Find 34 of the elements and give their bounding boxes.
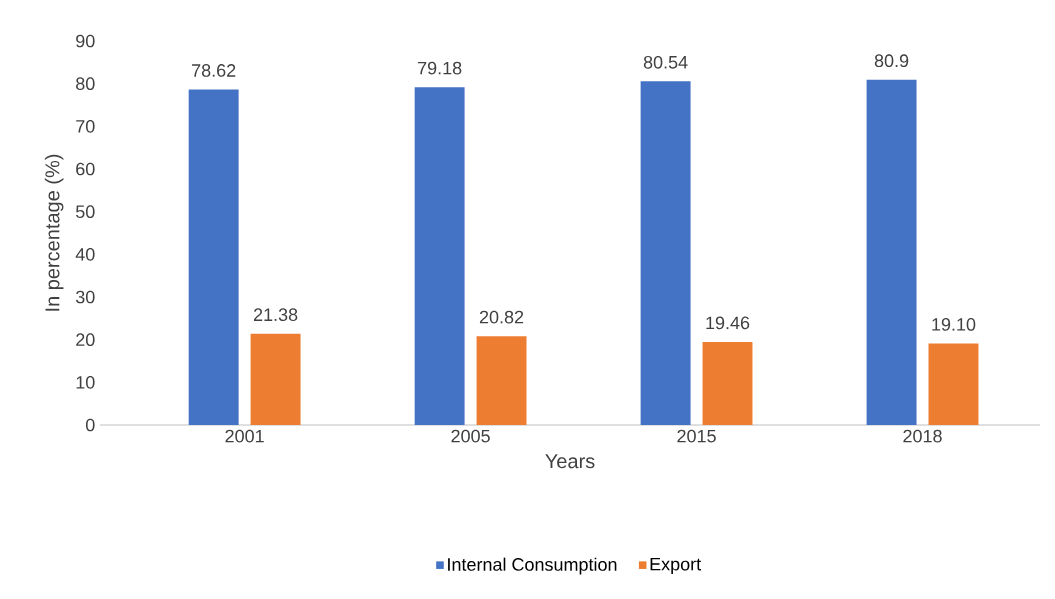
x-tick-label: 2001 [225, 429, 264, 443]
bar [640, 81, 691, 425]
y-tick-label: 0 [85, 418, 95, 432]
data-label: 20.82 [479, 310, 524, 324]
data-label: 21.38 [253, 308, 298, 322]
y-axis-title: In percentage (%) [44, 154, 64, 311]
data-label: 78.62 [192, 64, 236, 77]
y-tick-label: 40 [75, 247, 95, 261]
bar [928, 343, 979, 425]
x-axis-title: Years [545, 454, 595, 469]
y-tick-label: 70 [76, 119, 95, 133]
data-label: 79.18 [418, 61, 462, 75]
bar [250, 333, 301, 425]
bar [702, 341, 753, 425]
y-tick-label: 50 [75, 205, 95, 219]
y-tick-label: 60 [76, 162, 95, 176]
data-label: 80.9 [874, 54, 909, 68]
y-tick-label: 20 [76, 333, 95, 347]
x-tick-label: 2015 [677, 429, 716, 443]
data-label: 19.46 [706, 316, 750, 330]
y-tick-label: 10 [76, 375, 95, 389]
bar [188, 89, 239, 425]
bar [476, 336, 527, 425]
bar [414, 87, 465, 425]
data-label: 19.10 [932, 318, 976, 331]
legend-label: Internal Consumption [448, 557, 617, 575]
x-tick-label: 2005 [451, 429, 490, 443]
legend-label: Export [650, 557, 702, 575]
y-tick-label: 90 [76, 34, 95, 48]
y-tick-label: 80 [76, 77, 95, 91]
x-tick-label: 2018 [903, 429, 942, 443]
data-label: 80.54 [643, 55, 688, 69]
y-tick-label: 30 [75, 290, 95, 304]
bar [866, 79, 917, 425]
